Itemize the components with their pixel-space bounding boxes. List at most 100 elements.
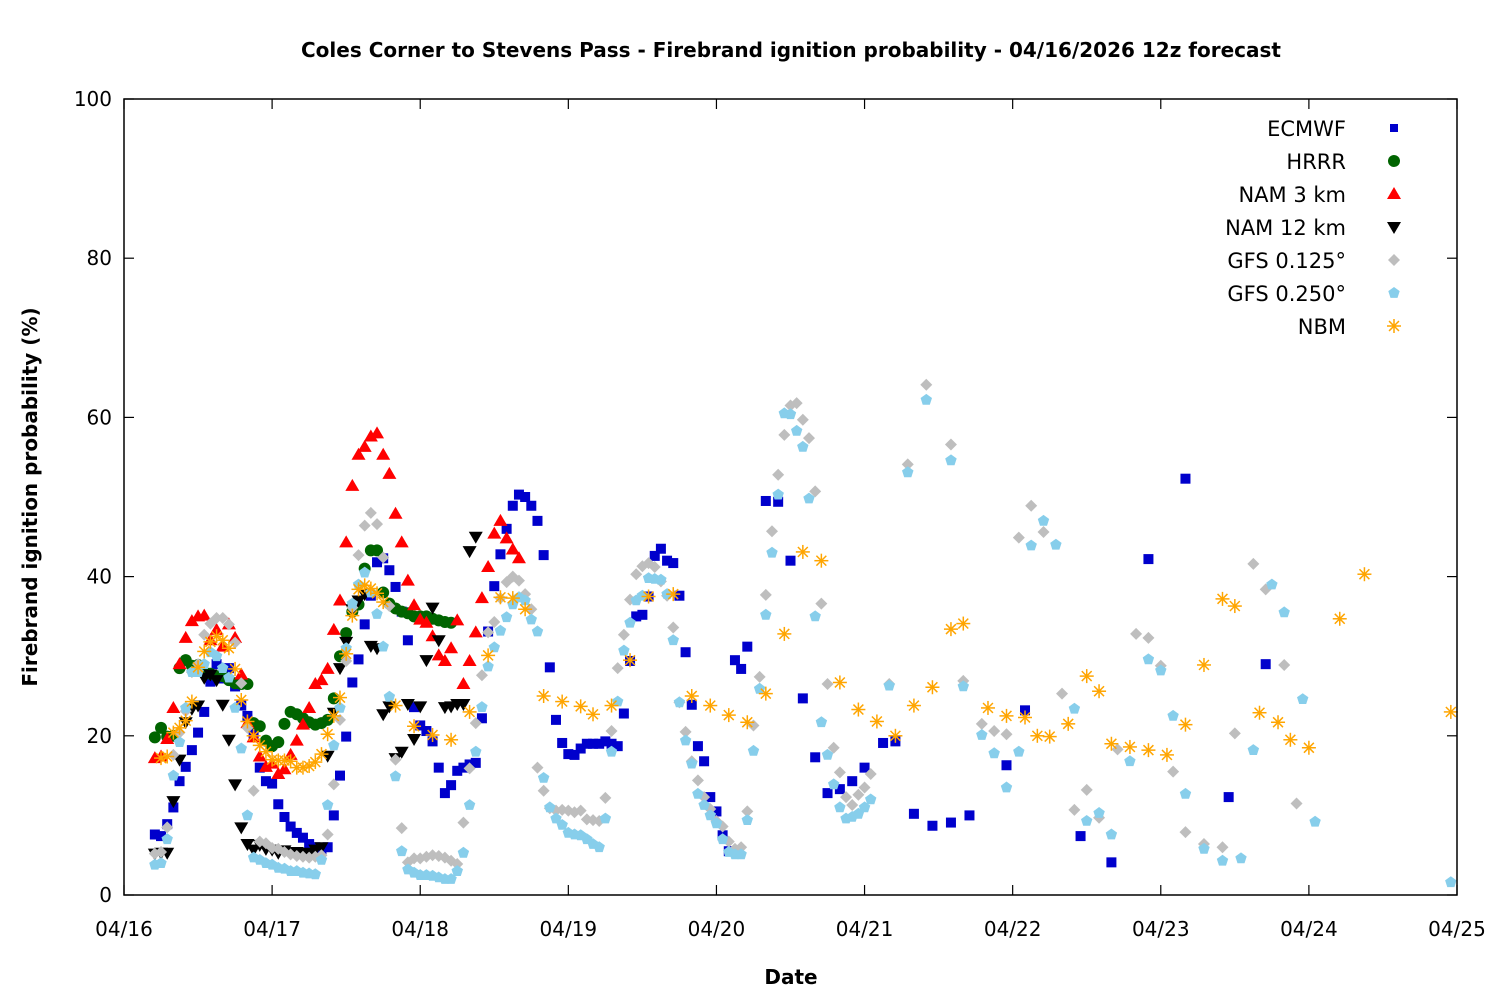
data-point xyxy=(588,738,599,749)
data-point xyxy=(156,831,167,842)
data-point xyxy=(649,550,660,561)
data-point xyxy=(511,551,526,564)
data-point xyxy=(1443,704,1458,719)
x-tick-label: 04/22 xyxy=(984,917,1042,941)
data-point xyxy=(1092,684,1107,699)
data-point xyxy=(851,702,866,717)
data-point xyxy=(215,699,230,712)
data-point xyxy=(760,495,771,506)
data-point xyxy=(333,713,346,726)
data-point xyxy=(389,770,402,782)
data-point xyxy=(1013,745,1025,757)
data-point xyxy=(1215,591,1230,606)
series-nam-3-km xyxy=(147,426,526,780)
data-point xyxy=(674,590,685,601)
data-point xyxy=(1179,826,1192,839)
data-point xyxy=(383,690,396,702)
data-point xyxy=(339,535,354,548)
data-point xyxy=(680,647,691,658)
data-point xyxy=(550,812,562,824)
data-point xyxy=(809,610,821,622)
data-point xyxy=(1227,599,1242,614)
data-point xyxy=(574,804,587,817)
data-point xyxy=(815,597,828,610)
data-point xyxy=(544,801,556,813)
data-point xyxy=(611,662,624,675)
data-point xyxy=(691,774,704,787)
data-point xyxy=(377,640,389,652)
data-point xyxy=(474,591,489,604)
data-point xyxy=(235,677,248,690)
data-point xyxy=(234,822,249,835)
data-point xyxy=(925,680,940,695)
data-point xyxy=(1271,715,1286,730)
data-point xyxy=(832,675,847,690)
data-point xyxy=(741,805,754,818)
data-point xyxy=(1228,727,1241,740)
legend-marker xyxy=(1387,187,1401,199)
data-point xyxy=(556,819,568,830)
data-point xyxy=(382,466,397,479)
data-point xyxy=(505,542,520,555)
data-point xyxy=(475,669,488,682)
data-point xyxy=(334,701,346,713)
data-point xyxy=(557,737,568,748)
data-point xyxy=(339,646,354,661)
data-point xyxy=(1122,739,1137,754)
legend-entry: ECMWF xyxy=(1267,117,1398,141)
data-point xyxy=(943,622,958,637)
data-point xyxy=(518,602,533,617)
data-point xyxy=(531,625,544,637)
data-point xyxy=(1081,815,1093,826)
legend-label: GFS 0.250° xyxy=(1227,282,1346,306)
data-point xyxy=(205,676,216,687)
data-point xyxy=(359,619,370,630)
data-point xyxy=(773,496,784,507)
data-point xyxy=(421,726,432,737)
data-point xyxy=(846,799,859,812)
data-point xyxy=(221,734,236,747)
data-point xyxy=(279,811,290,822)
data-point xyxy=(400,573,415,586)
data-point xyxy=(167,748,180,761)
data-point xyxy=(481,648,496,663)
data-point xyxy=(1223,792,1234,803)
data-point xyxy=(433,762,444,773)
data-point xyxy=(1124,755,1136,767)
ticks-layer: 0 20 40 60 80 100 04/16 04/17 04/18 04/19 04/20 04/… xyxy=(74,87,1486,941)
data-point xyxy=(446,780,457,791)
data-point xyxy=(563,749,574,760)
data-point xyxy=(413,701,428,714)
data-point xyxy=(309,868,321,880)
data-point xyxy=(1252,705,1267,720)
data-point xyxy=(458,762,469,773)
data-point xyxy=(648,561,661,574)
data-point xyxy=(790,397,803,410)
series-nam-12-km xyxy=(147,531,483,861)
data-point xyxy=(437,653,452,666)
data-point xyxy=(254,762,265,773)
data-point xyxy=(758,686,773,701)
data-point xyxy=(532,515,543,526)
data-point xyxy=(1278,606,1290,618)
y-tick-label: 60 xyxy=(87,405,112,429)
data-point xyxy=(864,768,877,781)
data-point xyxy=(215,633,230,648)
data-point xyxy=(178,630,193,643)
data-point xyxy=(883,679,895,691)
data-point xyxy=(575,743,586,754)
data-point xyxy=(784,408,797,420)
x-tick-label: 04/16 xyxy=(95,917,153,941)
data-point xyxy=(444,732,459,747)
x-tick-label: 04/24 xyxy=(1280,917,1338,941)
data-point xyxy=(357,439,372,452)
data-point xyxy=(1301,740,1316,755)
data-point xyxy=(778,428,791,441)
data-point xyxy=(1079,669,1094,684)
data-point xyxy=(499,531,514,544)
data-point xyxy=(908,808,919,819)
y-axis-label: Firebrand ignition probability (%) xyxy=(18,307,42,686)
data-point xyxy=(721,708,736,723)
data-point xyxy=(865,793,877,805)
data-point xyxy=(308,677,323,690)
